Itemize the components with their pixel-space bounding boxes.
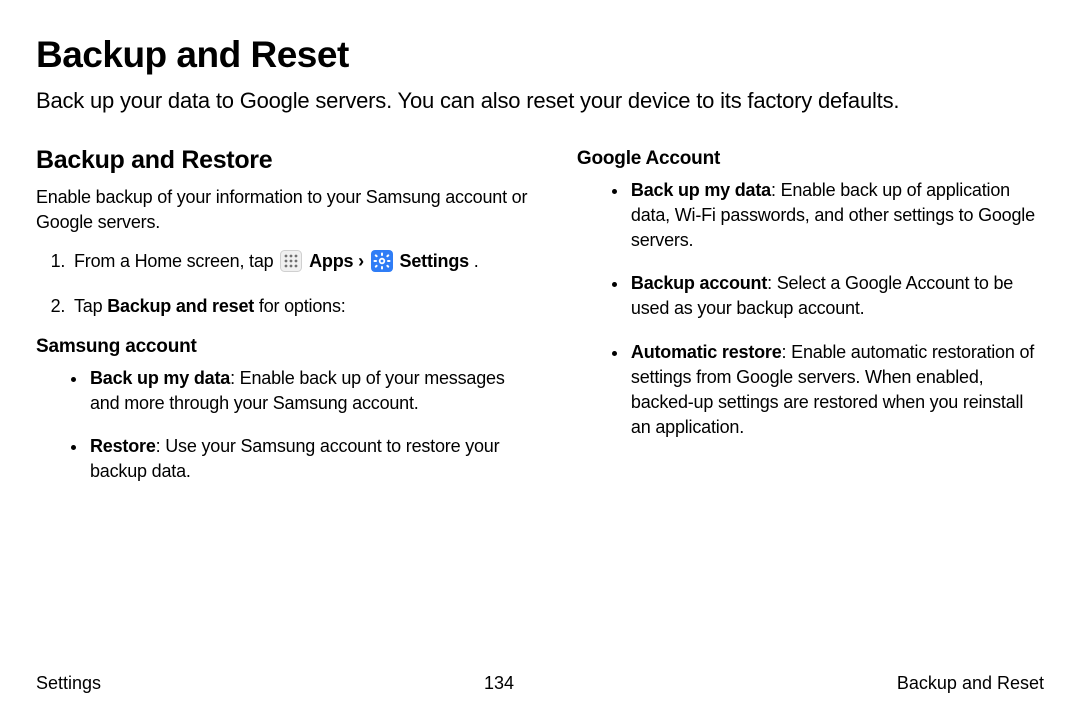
- step2-suffix: for options:: [254, 296, 345, 316]
- apps-icon: [280, 250, 302, 279]
- intro-text: Back up your data to Google servers. You…: [36, 86, 1044, 116]
- steps-list: From a Home screen, tap: [36, 248, 533, 319]
- google-bullet-2: Backup account: Select a Google Account …: [629, 271, 1044, 321]
- samsung-b1-label: Back up my data: [90, 368, 230, 388]
- google-b3-label: Automatic restore: [631, 342, 782, 362]
- backup-restore-heading: Backup and Restore: [36, 146, 533, 175]
- footer-right: Backup and Reset: [897, 673, 1044, 694]
- step1-apps-label: Apps: [309, 251, 353, 271]
- step-1: From a Home screen, tap: [70, 248, 533, 279]
- samsung-bullets: Back up my data: Enable back up of your …: [36, 366, 533, 485]
- page-footer: Settings 134 Backup and Reset: [36, 673, 1044, 694]
- google-b2-label: Backup account: [631, 273, 767, 293]
- step1-suffix: .: [474, 251, 479, 271]
- step2-bold: Backup and reset: [107, 296, 254, 316]
- google-bullet-3: Automatic restore: Enable automatic rest…: [629, 340, 1044, 441]
- step1-prefix: From a Home screen, tap: [74, 251, 278, 271]
- page: Backup and Reset Back up your data to Go…: [0, 0, 1080, 720]
- page-title: Backup and Reset: [36, 34, 1044, 76]
- samsung-bullet-1: Back up my data: Enable back up of your …: [88, 366, 533, 416]
- samsung-b2-label: Restore: [90, 436, 156, 456]
- step1-settings-label: Settings: [400, 251, 469, 271]
- google-account-heading: Google Account: [577, 148, 1044, 170]
- google-bullets: Back up my data: Enable back up of appli…: [577, 178, 1044, 441]
- footer-left: Settings: [36, 673, 101, 694]
- left-column: Backup and Restore Enable backup of your…: [36, 146, 533, 503]
- settings-icon: [371, 250, 393, 279]
- step2-prefix: Tap: [74, 296, 107, 316]
- step1-separator: ›: [358, 251, 369, 271]
- step-2: Tap Backup and reset for options:: [70, 293, 533, 319]
- samsung-account-heading: Samsung account: [36, 336, 533, 358]
- backup-restore-para: Enable backup of your information to you…: [36, 185, 533, 235]
- right-column: Google Account Back up my data: Enable b…: [577, 146, 1044, 503]
- google-b1-label: Back up my data: [631, 180, 771, 200]
- footer-page-number: 134: [484, 673, 514, 694]
- samsung-bullet-2: Restore: Use your Samsung account to res…: [88, 434, 533, 484]
- google-bullet-1: Back up my data: Enable back up of appli…: [629, 178, 1044, 254]
- content-columns: Backup and Restore Enable backup of your…: [36, 146, 1044, 503]
